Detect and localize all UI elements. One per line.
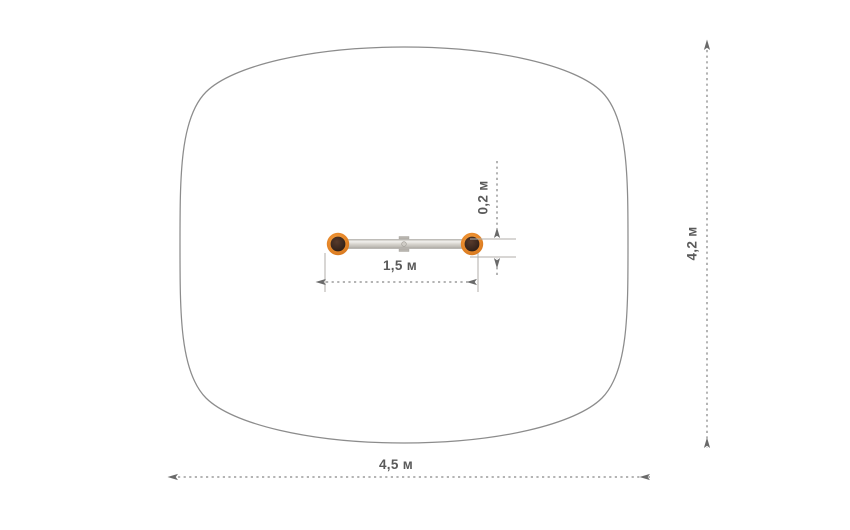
beam-right-seat [460, 232, 484, 256]
safety-zone-outline [179, 46, 629, 444]
dimension-label-beam-length: 1,5 м [383, 258, 418, 273]
seesaw-beam [326, 232, 484, 256]
dimension-label-overall-depth: 4,2 м [684, 226, 700, 261]
dimension-beam-width [470, 161, 516, 275]
dimension-beam-length [315, 253, 479, 292]
dimension-label-overall-width: 4,5 м [379, 457, 414, 472]
beam-left-seat [326, 232, 350, 256]
dimension-label-beam-width: 0,2 м [475, 180, 491, 215]
pivot-marker [398, 236, 410, 252]
